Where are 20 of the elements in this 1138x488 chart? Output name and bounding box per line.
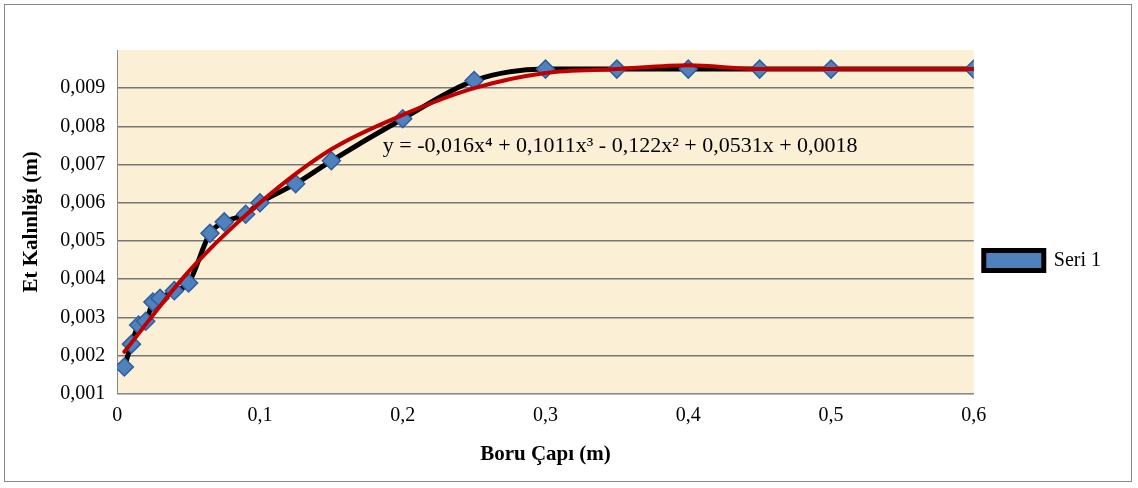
x-tick-label: 0,3 (532, 403, 558, 426)
y-tick-label: 0,008 (60, 113, 106, 136)
y-tick-label: 0,004 (60, 266, 106, 289)
x-tick-label: 0,6 (961, 403, 987, 426)
y-tick-label: 0,009 (60, 75, 106, 98)
x-tick-label: 0,1 (247, 403, 273, 426)
y-tick-label: 0,005 (60, 228, 106, 251)
x-tick-label: 0 (112, 403, 123, 426)
y-tick-label: 0,007 (60, 151, 106, 174)
y-tick-label: 0,006 (60, 190, 106, 213)
x-tick-label: 0,4 (675, 403, 701, 426)
x-tick-label: 0,5 (818, 403, 844, 426)
y-tick-label: 0,003 (60, 304, 106, 327)
y-tick-label: 0,001 (60, 381, 106, 404)
x-tick-label: 0,2 (390, 403, 416, 426)
legend-label: Seri 1 (1053, 247, 1101, 270)
y-axis-title: Et Kalınlığı (m) (18, 151, 43, 293)
annotation: y = -0,016x⁴ + 0,1011x³ - 0,122x² + 0,0531x + 0,0018 (382, 132, 858, 158)
y-tick-label: 0,002 (60, 342, 106, 365)
x-axis-title: Boru Çapı (m) (480, 440, 611, 465)
